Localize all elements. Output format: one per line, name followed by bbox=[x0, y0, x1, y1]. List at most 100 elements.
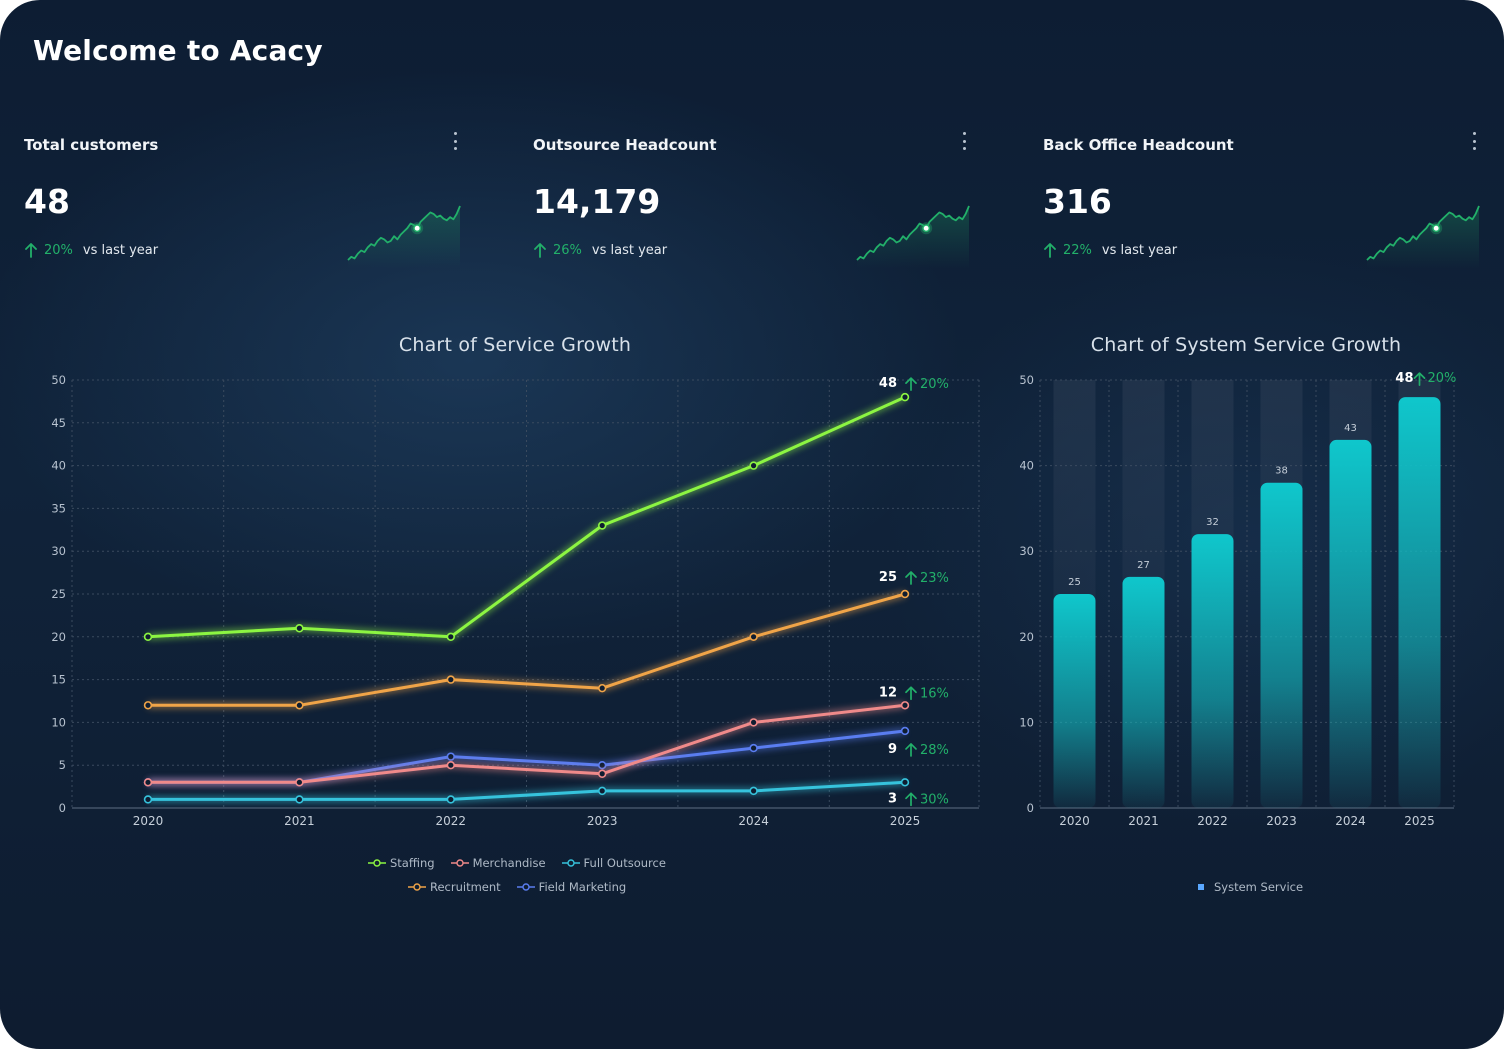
end-delta: 28% bbox=[920, 743, 949, 758]
data-point bbox=[900, 726, 910, 736]
end-label-full-outsource: 3 30% bbox=[888, 791, 949, 807]
sparkline-area bbox=[1367, 206, 1479, 268]
legend-marker-icon bbox=[561, 859, 580, 867]
kpi-value: 48 bbox=[24, 182, 70, 221]
end-value: 12 bbox=[879, 685, 897, 700]
arrow-up-icon bbox=[905, 792, 917, 807]
bar-data-label: 27 bbox=[1137, 560, 1150, 571]
x-tick-label: 2023 bbox=[1266, 814, 1297, 828]
legend-item-staffing[interactable]: Staffing bbox=[368, 856, 435, 870]
legend-marker-icon bbox=[450, 859, 469, 867]
legend-label: System Service bbox=[1214, 880, 1304, 894]
x-tick-label: 2021 bbox=[1128, 814, 1159, 828]
bar-data-label: 38 bbox=[1275, 466, 1288, 477]
end-label-recruitment: 25 23% bbox=[879, 570, 949, 586]
y-tick-label: 15 bbox=[51, 673, 66, 687]
sparkline-area bbox=[857, 206, 969, 268]
legend-item-full-outsource[interactable]: Full Outsource bbox=[561, 856, 666, 870]
bar-data-label: 25 bbox=[1068, 577, 1081, 588]
x-tick-label: 2025 bbox=[890, 814, 921, 828]
sparkline-highlight-point bbox=[1432, 224, 1441, 233]
kpi-delta: 26% vs last year bbox=[533, 242, 667, 258]
data-point bbox=[295, 795, 304, 804]
legend-square-icon bbox=[1198, 884, 1204, 890]
kpi-delta-percent: 20% bbox=[44, 242, 73, 258]
end-value: 48 bbox=[1395, 371, 1413, 386]
y-tick-label: 45 bbox=[51, 416, 66, 430]
more-options-icon[interactable] bbox=[957, 130, 971, 152]
y-tick-label: 40 bbox=[51, 459, 66, 473]
data-point bbox=[295, 778, 304, 787]
data-point bbox=[446, 795, 455, 804]
end-value: 25 bbox=[879, 570, 897, 585]
y-tick-label: 25 bbox=[51, 587, 66, 601]
legend-item-field-marketing[interactable]: Field Marketing bbox=[516, 880, 627, 894]
bar bbox=[1191, 534, 1234, 808]
data-point bbox=[597, 786, 607, 796]
end-label-staffing: 48 20% bbox=[879, 376, 949, 392]
kpi-card-total-customers: Total customers 48 20% vs last year bbox=[24, 126, 474, 276]
y-tick-label: 35 bbox=[51, 501, 66, 515]
sparkline-highlight-point bbox=[922, 224, 931, 233]
legend-label: Field Marketing bbox=[538, 880, 627, 894]
sparkline-line bbox=[347, 205, 461, 261]
legend-marker-icon bbox=[516, 883, 535, 891]
series-line-staffing bbox=[146, 395, 907, 639]
data-point bbox=[900, 701, 910, 710]
end-value: 9 bbox=[888, 742, 897, 757]
line-chart-legend-row-2: Recruitment Field Marketing bbox=[400, 880, 634, 894]
bar bbox=[1329, 439, 1372, 808]
sparkline-highlight-point bbox=[413, 224, 422, 233]
legend-item-recruitment[interactable]: Recruitment bbox=[408, 880, 501, 894]
legend-item-system-service[interactable]: System Service bbox=[1198, 880, 1303, 894]
more-options-icon[interactable] bbox=[448, 130, 462, 152]
data-point bbox=[749, 632, 758, 641]
x-tick-label: 2022 bbox=[1197, 814, 1228, 828]
kpi-delta-suffix: vs last year bbox=[591, 242, 668, 258]
system-service-bar-chart: 0 10 20 30 40 50 25 2020 27 2021 32 2022 38 2023 43 202… bbox=[1020, 371, 1456, 828]
arrow-up-icon bbox=[25, 243, 37, 258]
bar bbox=[1260, 482, 1303, 808]
end-label-merchandise: 12 16% bbox=[879, 685, 949, 701]
legend-label: Merchandise bbox=[472, 856, 546, 870]
kpi-delta: 22% vs last year bbox=[1043, 242, 1177, 258]
y-tick-label: 0 bbox=[1027, 801, 1034, 815]
y-tick-label: 10 bbox=[51, 715, 66, 729]
kpi-card-outsource-headcount: Outsource Headcount 14,179 26% vs last y… bbox=[533, 126, 983, 276]
x-tick-label: 2020 bbox=[133, 814, 164, 828]
arrow-up-icon bbox=[1413, 372, 1426, 386]
kpi-delta-percent: 26% bbox=[553, 242, 582, 258]
data-point bbox=[597, 521, 607, 530]
kpi-delta-suffix: vs last year bbox=[82, 242, 159, 258]
data-point bbox=[143, 701, 153, 710]
y-tick-label: 40 bbox=[1020, 459, 1034, 473]
data-point bbox=[749, 718, 758, 727]
bar-chart-title: Chart of System Service Growth bbox=[1090, 334, 1402, 356]
bar-end-label: 48 20% bbox=[1395, 371, 1456, 386]
y-tick-label: 50 bbox=[1020, 373, 1034, 387]
line-chart-legend-row-1: Staffing Merchandise Full Outsource bbox=[360, 856, 674, 870]
y-tick-label: 5 bbox=[59, 758, 66, 772]
x-tick-label: 2020 bbox=[1059, 814, 1090, 828]
bar bbox=[1053, 594, 1096, 808]
legend-marker-icon bbox=[368, 859, 386, 867]
end-value: 3 bbox=[888, 791, 897, 806]
bar-data-label: 32 bbox=[1206, 517, 1219, 528]
series-line-recruitment bbox=[146, 592, 907, 707]
y-tick-label: 10 bbox=[1020, 715, 1034, 729]
more-options-icon[interactable] bbox=[1467, 130, 1481, 152]
sparkline bbox=[856, 205, 970, 268]
x-tick-label: 2022 bbox=[436, 814, 467, 828]
end-delta: 23% bbox=[920, 571, 949, 586]
y-tick-label: 20 bbox=[51, 630, 66, 644]
data-point bbox=[295, 701, 304, 710]
arrow-up-icon bbox=[905, 377, 917, 391]
kpi-card-back-office-headcount: Back Office Headcount 316 22% vs last ye… bbox=[1043, 126, 1493, 276]
series-line-full-outsource bbox=[146, 780, 907, 801]
x-tick-label: 2024 bbox=[1335, 814, 1366, 828]
kpi-delta-suffix: vs last year bbox=[1101, 242, 1178, 258]
end-delta: 30% bbox=[920, 792, 949, 807]
legend-item-merchandise[interactable]: Merchandise bbox=[450, 856, 546, 870]
kpi-label: Total customers bbox=[24, 136, 159, 154]
